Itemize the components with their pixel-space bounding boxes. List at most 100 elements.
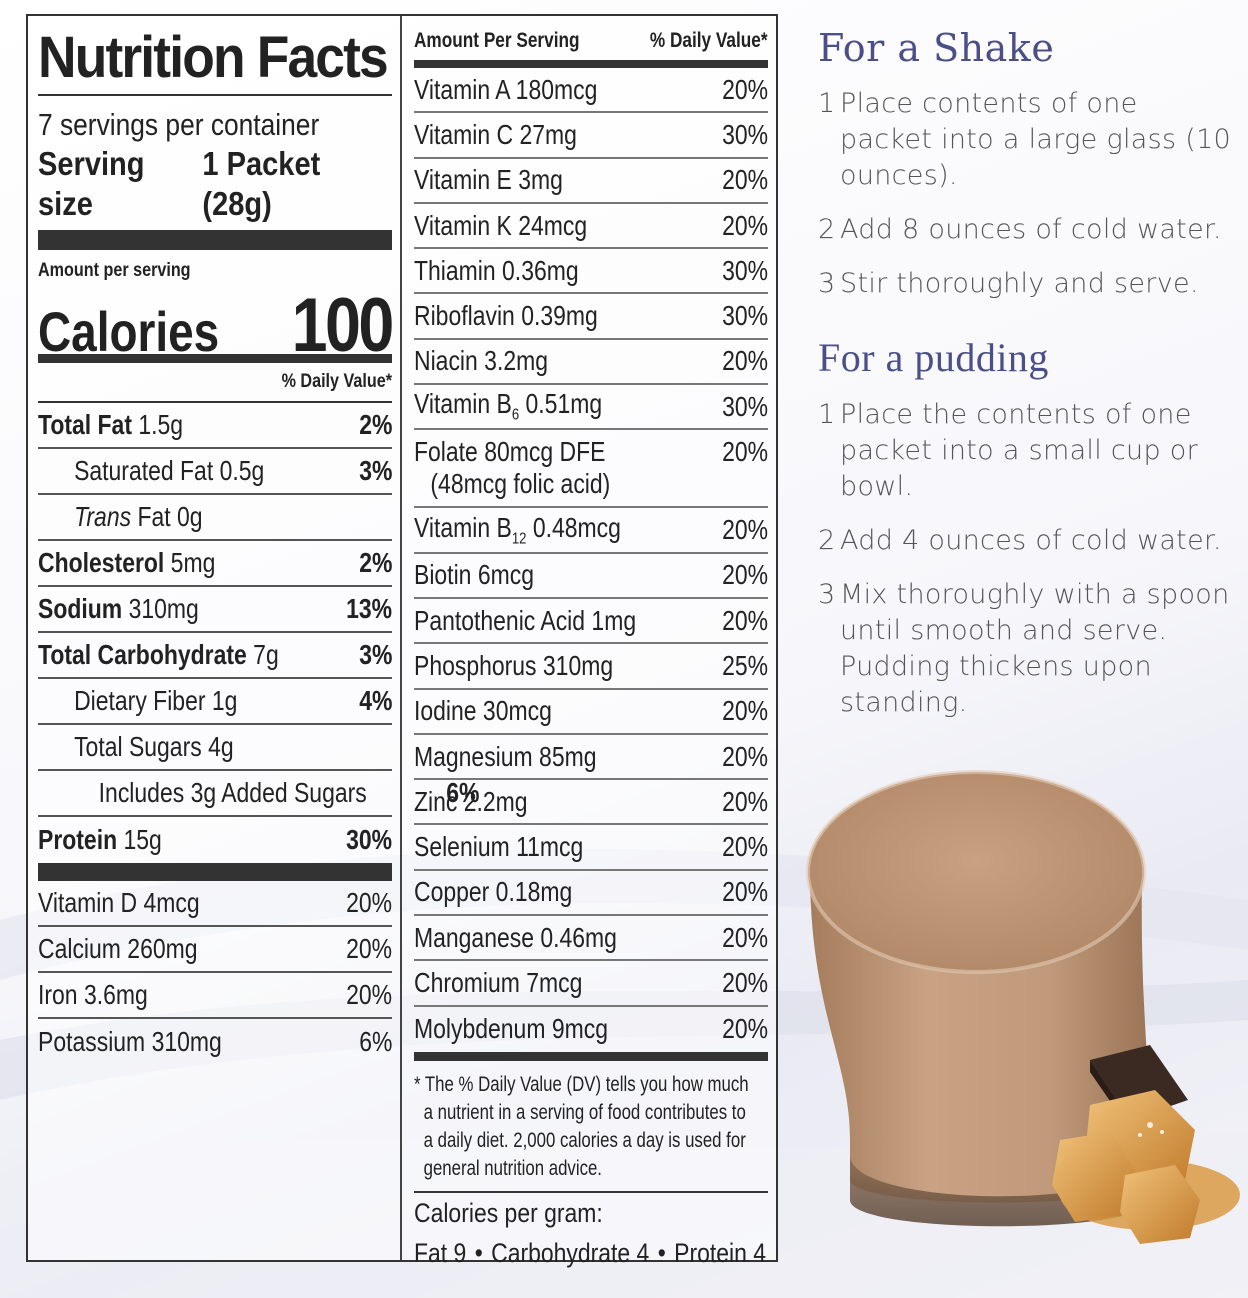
vitamin-name: Vitamin K 24mcg — [414, 209, 588, 241]
vitamin-name: Thiamin 0.36mg — [414, 254, 579, 286]
shake-step: 3 Stir thoroughly and serve. — [818, 268, 1199, 299]
vitamin-name: Molybdenum 9mcg — [414, 1013, 608, 1045]
vitamin-name: Phosphorus 310mg — [414, 649, 614, 681]
nutrient-name: Saturated Fat 0.5g — [74, 455, 265, 486]
vitamin-dv: 20% — [722, 559, 768, 591]
vitamin-row: Vitamin E 3mg 20% — [414, 159, 768, 204]
nutrition-facts-title: Nutrition Facts — [38, 25, 389, 90]
caramel-cube — [1120, 1165, 1200, 1244]
bullet: • — [474, 1237, 483, 1268]
nutrient-row-total-carbohydrate: Total Carbohydrate 7g 3% — [38, 633, 392, 679]
shake-surface — [808, 772, 1144, 972]
vitamin-row: Iodine 30mcg 20% — [414, 690, 768, 735]
vitamin-dv: 20% — [722, 740, 768, 772]
calories-label: Calories — [38, 300, 220, 363]
nutrient-dv: 3% — [358, 455, 392, 486]
nutrient-row-added-sugars: Includes 3g Added Sugars 6% — [38, 771, 479, 817]
footnote-line: general nutrition advice. — [423, 1156, 602, 1180]
nutrient-row-trans-fat: Trans Fat 0g — [38, 495, 392, 541]
vitamin-dv: 20% — [722, 164, 768, 196]
nutrient-name: Cholesterol — [38, 547, 165, 578]
shake-title: For a Shake — [818, 26, 1055, 70]
vitamin-row: Niacin 3.2mg 20% — [414, 340, 768, 386]
vitamin-dv: 20% — [722, 785, 768, 817]
vitamin-row-vitamin-d: Vitamin D 4mcg 20% — [38, 881, 392, 927]
vitamin-dv: 20% — [722, 1013, 768, 1045]
footnote-line: a nutrient in a serving of food contribu… — [423, 1100, 746, 1124]
footnote-line: * The % Daily Value (DV) tells you how m… — [414, 1072, 749, 1096]
vitamin-row-calcium: Calcium 260mg 20% — [38, 927, 392, 973]
daily-value-header: % Daily Value* — [650, 29, 768, 52]
vitamin-row: Thiamin 0.36mg 30% — [414, 249, 768, 295]
nutrient-name: Trans — [74, 501, 132, 532]
nutrient-row-dietary-fiber: Dietary Fiber 1g 4% — [38, 679, 392, 725]
serving-size-row: Serving size 1 Packet (28g) — [38, 144, 392, 224]
bullet: • — [657, 1237, 666, 1268]
nutrient-amount: 5mg — [164, 547, 216, 578]
serving-size-value: 1 Packet (28g) — [202, 145, 321, 222]
divider — [414, 1190, 768, 1193]
vitamin-row: Vitamin A 180mcg 20% — [414, 68, 768, 114]
divider — [38, 401, 392, 403]
shake-step: 2 Add 8 ounces of cold water. — [818, 214, 1222, 245]
vitamin-dv: 20% — [722, 966, 768, 998]
vitamin-dv: 20% — [346, 933, 392, 964]
vitamin-dv: 20% — [722, 209, 768, 241]
vitamin-name: Iron 3.6mg — [38, 979, 148, 1010]
pudding-step: 3 Mix thoroughly with a spoon until smoot… — [818, 579, 1230, 718]
vitamin-dv: 20% — [722, 514, 768, 546]
nutrient-dv: 4% — [358, 685, 392, 716]
nutrient-row-cholesterol: Cholesterol 5mg 2% — [38, 541, 392, 587]
vitamin-dv: 20% — [722, 345, 768, 377]
vitamin-row: Phosphorus 310mg 25% — [414, 644, 768, 690]
medium-divider — [414, 60, 768, 68]
vitamin-name: Niacin 3.2mg — [414, 345, 548, 377]
nutrient-dv: 2% — [358, 547, 392, 578]
vitamin-name: Vitamin A 180mcg — [414, 73, 598, 105]
medium-divider — [38, 354, 392, 363]
label-left-column: Nutrition Facts 7 servings per container… — [38, 22, 479, 1065]
vitamin-name: Iodine 30mcg — [414, 695, 552, 727]
vitamin-row: Pantothenic Acid 1mg 20% — [414, 599, 768, 645]
nutrient-row-total-sugars: Total Sugars 4g — [38, 725, 392, 771]
vitamin-row: Magnesium 85mg 20% — [414, 735, 768, 781]
nutrient-amount: Fat 0g — [131, 501, 203, 532]
vitamin-name: Potassium 310mg — [38, 1026, 222, 1057]
vitamin-row: Chromium 7mcg 20% — [414, 961, 768, 1007]
daily-value-footnote: * The % Daily Value (DV) tells you how m… — [414, 1061, 768, 1191]
vitamin-row: Selenium 11mcg 20% — [414, 825, 768, 871]
vitamin-row-potassium: Potassium 310mg 6% — [38, 1019, 392, 1065]
nutrient-row-saturated-fat: Saturated Fat 0.5g 3% — [38, 449, 392, 495]
vitamin-dv: 20% — [722, 73, 768, 105]
vitamin-name: Vitamin B12 0.48mcg — [414, 511, 621, 548]
nutrient-name: Dietary Fiber 1g — [74, 685, 238, 716]
vitamin-name: Manganese 0.46mg — [414, 921, 617, 953]
nutrient-name: Total Carbohydrate — [38, 639, 247, 670]
footnote-line: a daily diet. 2,000 calories a day is us… — [423, 1128, 746, 1152]
vitamin-name: Vitamin D 4mcg — [38, 887, 200, 918]
vitamin-dv: 20% — [722, 695, 768, 727]
calories-row: Calories 100 — [38, 282, 395, 368]
shake-step: 1 Place contents of one packet into a lar… — [818, 88, 1232, 191]
nutrient-amount: 310mg — [122, 593, 199, 624]
vitamin-name: Pantothenic Acid 1mg — [414, 604, 637, 636]
vitamin-dv: 20% — [722, 604, 768, 636]
vitamin-dv: 6% — [358, 1026, 392, 1057]
column-divider — [400, 16, 402, 1260]
nutrient-dv: 13% — [346, 593, 392, 624]
vitamin-dv: 20% — [722, 921, 768, 953]
vitamin-dv: 20% — [346, 887, 392, 918]
nutrient-name: Protein — [38, 824, 118, 855]
vitamin-row-folate: Folate 80mcg DFE (48mcg folic acid) 20% — [414, 430, 768, 509]
nutrient-row-sodium: Sodium 310mg 13% — [38, 587, 392, 633]
nutrient-name: Includes 3g Added Sugars — [98, 777, 367, 808]
cpg-protein: Protein 4 — [674, 1237, 767, 1268]
nutrient-dv: 2% — [358, 409, 392, 440]
cpg-carbohydrate: Carbohydrate 4 — [491, 1237, 650, 1268]
nutrient-amount: 7g — [246, 639, 279, 670]
thick-divider — [38, 863, 392, 881]
vitamin-name: Magnesium 85mg — [414, 740, 597, 772]
vitamin-name: Copper 0.18mg — [414, 876, 573, 908]
vitamin-row: Vitamin C 27mg 30% — [414, 113, 768, 159]
vitamin-name: Folate 80mcg DFE (48mcg folic acid) — [414, 436, 611, 500]
